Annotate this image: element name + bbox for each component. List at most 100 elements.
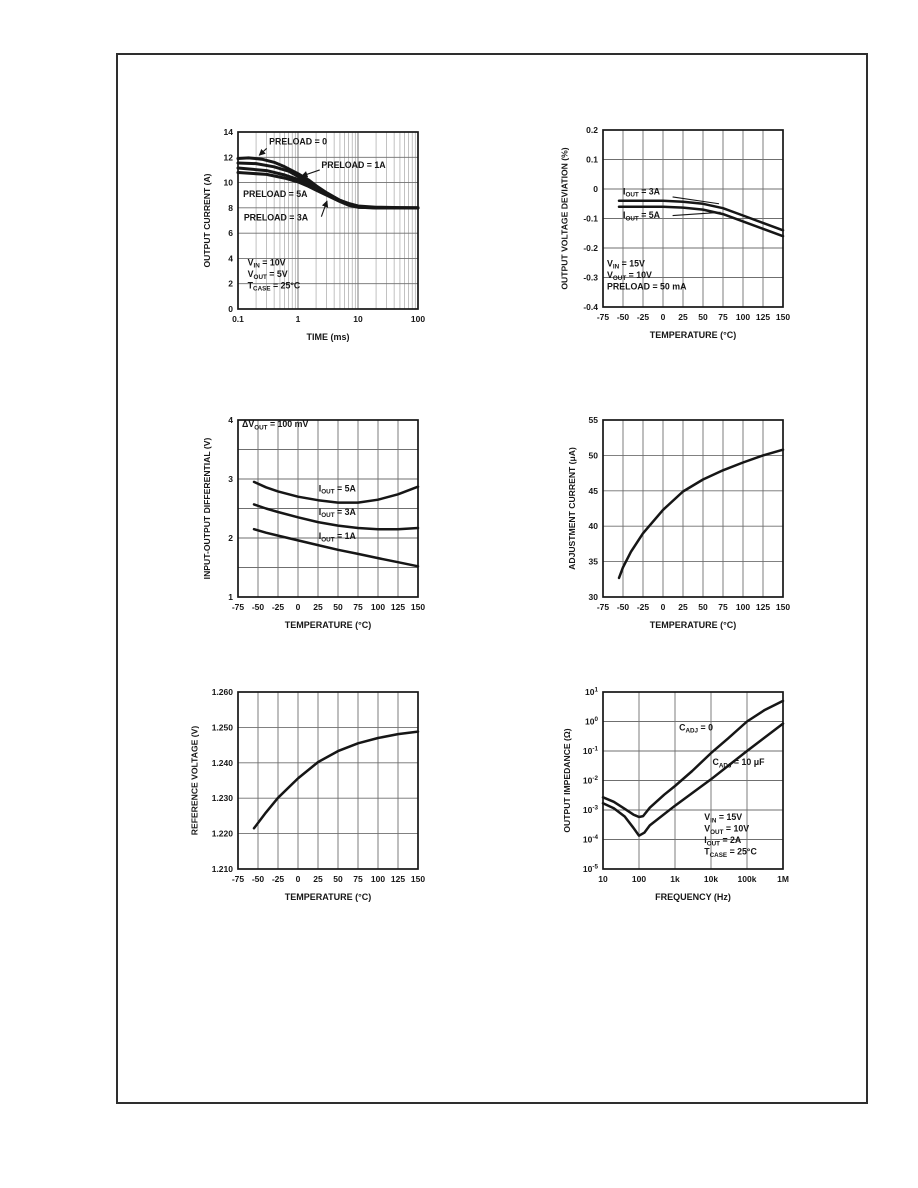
svg-text:IOUT = 2A: IOUT = 2A xyxy=(704,835,742,847)
svg-text:125: 125 xyxy=(391,874,405,884)
svg-text:100k: 100k xyxy=(738,874,757,884)
svg-text:-75: -75 xyxy=(597,312,610,322)
svg-text:-50: -50 xyxy=(252,602,265,612)
chart-reference-voltage: -75 -50 -25 0 25 50 75 100 125 150 1.210 1.220 1.230… xyxy=(180,669,452,911)
svg-text:0: 0 xyxy=(593,184,598,194)
svg-text:10k: 10k xyxy=(704,874,718,884)
svg-text:TEMPERATURE (°C): TEMPERATURE (°C) xyxy=(650,330,736,340)
svg-text:-75: -75 xyxy=(232,602,245,612)
svg-text:1.260: 1.260 xyxy=(212,687,234,697)
svg-text:25: 25 xyxy=(678,312,688,322)
svg-text:4: 4 xyxy=(228,415,233,425)
svg-text:1.220: 1.220 xyxy=(212,829,234,839)
svg-text:TCASE = 25°C: TCASE = 25°C xyxy=(704,847,757,859)
svg-text:10: 10 xyxy=(224,178,234,188)
svg-text:30: 30 xyxy=(589,592,599,602)
svg-text:1: 1 xyxy=(296,314,301,324)
svg-text:VOUT = 10V: VOUT = 10V xyxy=(704,824,749,836)
svg-text:45: 45 xyxy=(589,486,599,496)
svg-text:150: 150 xyxy=(411,602,425,612)
chart-output-impedance: CADJ = 0 CADJ = 10 μF VIN = 15V VOUT = 10V I… xyxy=(545,669,817,911)
svg-text:100: 100 xyxy=(736,602,750,612)
svg-text:OUTPUT IMPEDANCE (Ω): OUTPUT IMPEDANCE (Ω) xyxy=(562,728,572,832)
svg-text:75: 75 xyxy=(353,602,363,612)
svg-text:IOUT = 1A: IOUT = 1A xyxy=(319,531,357,543)
reference-voltage-vs-temperature-svg: -75 -50 -25 0 25 50 75 100 125 150 1.210 1.220 1.230… xyxy=(190,687,426,902)
svg-text:REFERENCE VOLTAGE (V): REFERENCE VOLTAGE (V) xyxy=(190,726,200,836)
svg-text:-25: -25 xyxy=(272,874,285,884)
svg-text:1M: 1M xyxy=(777,874,789,884)
svg-text:35: 35 xyxy=(589,557,599,567)
svg-text:2: 2 xyxy=(228,533,233,543)
svg-text:-50: -50 xyxy=(617,602,630,612)
svg-text:IOUT = 3A: IOUT = 3A xyxy=(623,186,661,198)
svg-text:-0.1: -0.1 xyxy=(583,214,598,224)
svg-text:1.230: 1.230 xyxy=(212,793,234,803)
svg-text:101: 101 xyxy=(585,687,598,698)
svg-text:10-2: 10-2 xyxy=(583,775,599,786)
svg-text:1: 1 xyxy=(228,592,233,602)
svg-text:VIN = 15V: VIN = 15V xyxy=(704,812,742,824)
svg-text:14: 14 xyxy=(224,127,234,137)
svg-text:-25: -25 xyxy=(637,312,650,322)
svg-text:IOUT = 3A: IOUT = 3A xyxy=(319,507,357,519)
svg-text:OUTPUT VOLTAGE DEVIATION (%): OUTPUT VOLTAGE DEVIATION (%) xyxy=(559,147,569,289)
svg-text:0: 0 xyxy=(296,874,301,884)
svg-text:125: 125 xyxy=(391,602,405,612)
svg-text:25: 25 xyxy=(313,602,323,612)
chart-output-current-vs-time: PRELOAD = 0 PRELOAD = 1A PRELOAD = 5A PRELO… xyxy=(180,109,452,351)
page-border xyxy=(116,53,868,1104)
svg-text:10: 10 xyxy=(353,314,363,324)
svg-text:TEMPERATURE (°C): TEMPERATURE (°C) xyxy=(285,892,371,902)
svg-text:12: 12 xyxy=(224,152,234,162)
adjustment-current-vs-temperature-svg: -75 -50 -25 0 25 50 75 100 125 150 30 35 40 45 50 55 TEM… xyxy=(567,415,790,630)
svg-text:75: 75 xyxy=(718,312,728,322)
svg-text:0.1: 0.1 xyxy=(232,314,244,324)
svg-text:10-3: 10-3 xyxy=(583,805,599,816)
svg-text:PRELOAD = 3A: PRELOAD = 3A xyxy=(244,213,309,223)
svg-text:CADJ = 0: CADJ = 0 xyxy=(679,722,713,734)
svg-text:75: 75 xyxy=(353,874,363,884)
svg-text:3: 3 xyxy=(228,474,233,484)
svg-text:50: 50 xyxy=(589,450,599,460)
svg-text:100: 100 xyxy=(371,602,385,612)
svg-text:IOUT = 5A: IOUT = 5A xyxy=(319,483,357,495)
svg-text:-50: -50 xyxy=(617,312,630,322)
svg-text:4: 4 xyxy=(228,253,233,263)
svg-text:10: 10 xyxy=(598,874,608,884)
svg-text:100: 100 xyxy=(632,874,646,884)
svg-text:150: 150 xyxy=(776,312,790,322)
svg-text:1.240: 1.240 xyxy=(212,758,234,768)
svg-text:OUTPUT CURRENT (A): OUTPUT CURRENT (A) xyxy=(202,173,212,267)
svg-text:100: 100 xyxy=(736,312,750,322)
chart-output-voltage-deviation: IOUT = 3A IOUT = 5A VIN = 15V VOUT = 10V PRE… xyxy=(545,107,817,349)
svg-text:PRELOAD = 50 mA: PRELOAD = 50 mA xyxy=(607,281,687,291)
svg-text:150: 150 xyxy=(411,874,425,884)
svg-text:0: 0 xyxy=(661,602,666,612)
svg-text:-25: -25 xyxy=(637,602,650,612)
svg-text:-0.3: -0.3 xyxy=(583,273,598,283)
svg-text:-0.4: -0.4 xyxy=(583,302,598,312)
svg-text:50: 50 xyxy=(698,602,708,612)
svg-text:1k: 1k xyxy=(670,874,680,884)
svg-text:0.2: 0.2 xyxy=(586,125,598,135)
svg-text:1.210: 1.210 xyxy=(212,864,234,874)
svg-text:100: 100 xyxy=(585,716,598,727)
svg-text:-75: -75 xyxy=(597,602,610,612)
svg-text:-50: -50 xyxy=(252,874,265,884)
chart-adjustment-current: -75 -50 -25 0 25 50 75 100 125 150 30 35 40 45 50 55 TEM… xyxy=(545,397,817,639)
svg-text:VIN = 10V: VIN = 10V xyxy=(248,257,286,269)
svg-text:TEMPERATURE (°C): TEMPERATURE (°C) xyxy=(650,620,736,630)
svg-text:75: 75 xyxy=(718,602,728,612)
svg-text:FREQUENCY (Hz): FREQUENCY (Hz) xyxy=(655,892,731,902)
svg-text:100: 100 xyxy=(371,874,385,884)
svg-text:ΔVOUT = 100 mV: ΔVOUT = 100 mV xyxy=(242,419,308,431)
svg-text:10-1: 10-1 xyxy=(583,746,599,757)
svg-text:IOUT = 5A: IOUT = 5A xyxy=(623,210,661,222)
svg-text:VOUT = 10V: VOUT = 10V xyxy=(607,270,652,282)
output-current-vs-time-svg: PRELOAD = 0 PRELOAD = 1A PRELOAD = 5A PRELO… xyxy=(202,127,425,342)
svg-text:125: 125 xyxy=(756,312,770,322)
svg-text:50: 50 xyxy=(333,602,343,612)
svg-text:10-4: 10-4 xyxy=(583,834,599,845)
